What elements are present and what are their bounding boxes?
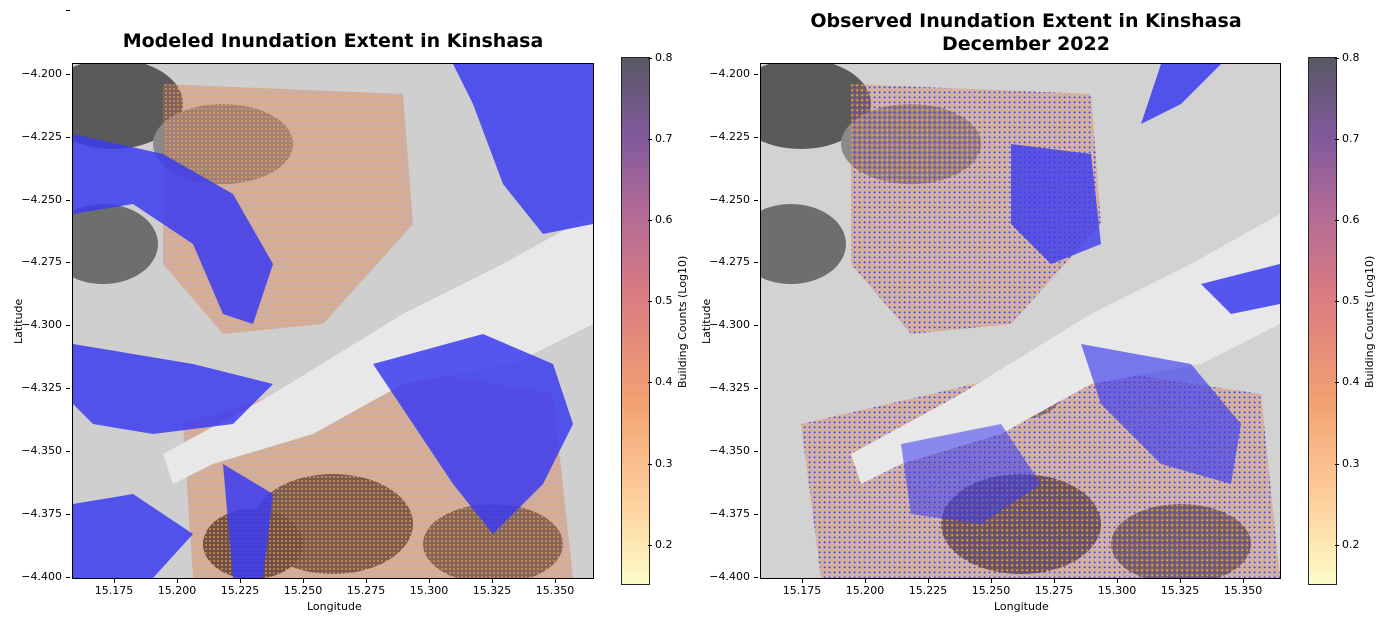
x-tick: 15.175 [777,579,827,597]
colorbar-tick: 0.5 [1335,294,1360,307]
y-tick: −4.250 [10,194,70,206]
y-axis-label: Latitude [700,298,713,344]
x-tick: 15.225 [903,579,953,597]
x-tick: 15.300 [1092,579,1142,597]
y-tick: −4.375 [698,508,758,520]
colorbar-tick: 0.2 [648,538,673,551]
colorbar-tick: 0.2 [1335,538,1360,551]
colorbar-label: Building Counts (Log10) [1363,255,1376,388]
left-colorbar [621,57,650,585]
x-tick: 15.175 [89,579,139,597]
right-map-image [761,64,1280,578]
x-tick: 15.200 [152,579,202,597]
x-axis-label: Longitude [307,600,362,613]
y-tick: −4.300 [10,319,70,331]
x-tick: 15.200 [840,579,890,597]
y-tick: −4.225 [698,131,758,143]
y-tick: −4.375 [10,508,70,520]
y-tick: −4.275 [10,256,70,268]
y-tick: −4.325 [10,382,70,394]
y-axis-label: Latitude [12,298,25,344]
right-map-panel: Observed Inundation Extent in Kinshasa D… [693,0,1386,632]
x-tick: 15.325 [467,579,517,597]
x-tick: 15.350 [1218,579,1268,597]
colorbar-tick: 0.8 [648,51,673,64]
x-tick: 15.325 [1155,579,1205,597]
y-tick: −4.325 [698,382,758,394]
colorbar-tick: 0.4 [648,375,673,388]
y-tick: −4.350 [698,445,758,457]
x-tick: 15.275 [341,579,391,597]
colorbar-tick: 0.6 [1335,213,1360,226]
y-tick: −4.200 [10,68,70,80]
colorbar-tick: 0.3 [1335,457,1360,470]
y-tick: −4.225 [10,131,70,143]
left-map-image [73,64,593,578]
x-tick: 15.300 [404,579,454,597]
x-axis-label: Longitude [994,600,1049,613]
right-map-plot [760,63,1281,579]
colorbar-tick: 0.3 [648,457,673,470]
colorbar-tick: 0.4 [1335,375,1360,388]
y-tick: −4.350 [10,445,70,457]
colorbar-label: Building Counts (Log10) [676,255,689,388]
colorbar-tick: 0.7 [1335,132,1360,145]
x-tick: 15.350 [530,579,580,597]
left-map-title: Modeled Inundation Extent in Kinshasa [122,30,544,52]
x-tick: 15.250 [966,579,1016,597]
x-tick: 15.225 [215,579,265,597]
left-map-panel: Modeled Inundation Extent in Kinshasa [10,10,689,613]
right-map-title: Observed Inundation Extent in Kinshasa D… [810,10,1242,55]
y-tick: −4.200 [698,68,758,80]
y-tick: −4.275 [698,256,758,268]
left-map-plot [72,63,594,579]
colorbar-tick: 0.7 [648,132,673,145]
colorbar-tick: 0.6 [648,213,673,226]
y-tick: −4.250 [698,194,758,206]
x-tick: 15.275 [1029,579,1079,597]
colorbar-tick: 0.5 [648,294,673,307]
y-tick: −4.400 [10,571,70,583]
colorbar-tick: 0.8 [1335,51,1360,64]
y-tick: −4.300 [698,319,758,331]
x-tick: 15.250 [278,579,328,597]
y-tick: −4.400 [698,571,758,583]
right-colorbar [1308,57,1337,585]
